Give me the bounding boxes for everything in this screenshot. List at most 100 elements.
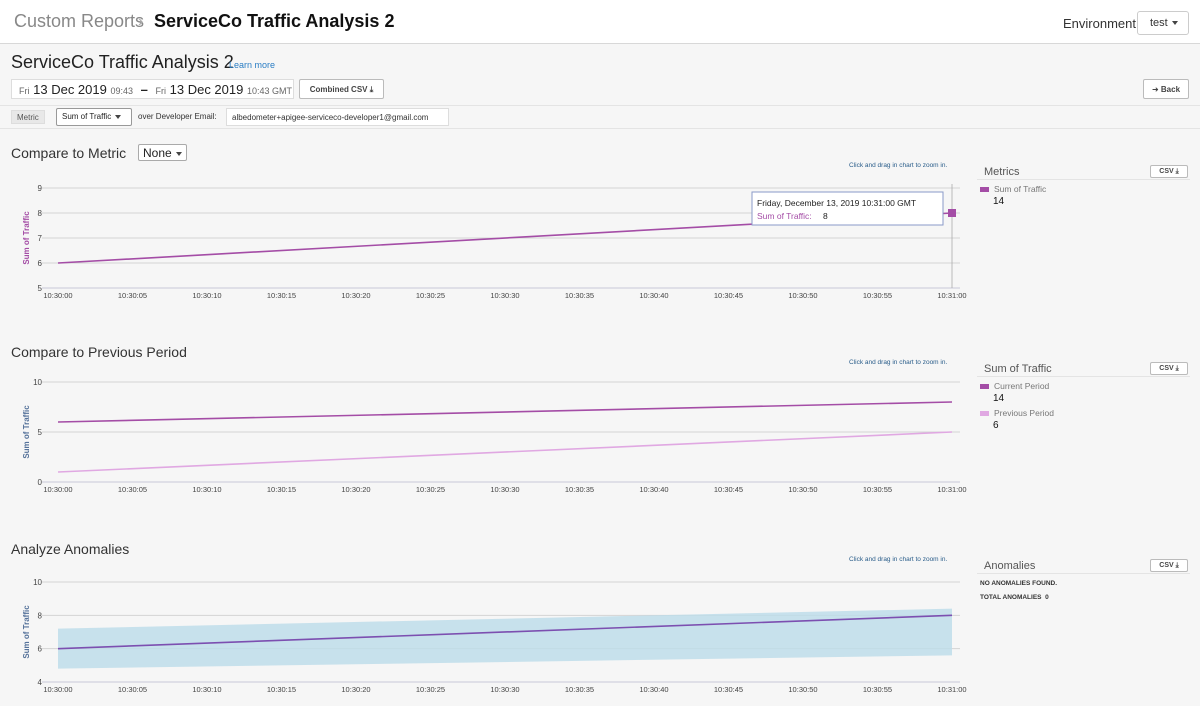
tooltip-heading: Friday, December 13, 2019 10:31:00 GMT [757,198,916,208]
chevron-down-icon [115,114,122,119]
x-tick-label: 10:31:00 [937,685,966,694]
date-from-time: 09:43 [110,86,134,96]
chevron-down-icon [175,151,182,156]
x-tick-label: 10:30:10 [192,485,221,494]
x-tick-label: 10:30:45 [714,291,743,300]
developer-email: albedometer+apigee-serviceco-developer1@… [226,108,449,126]
x-tick-label: 10:30:40 [639,291,668,300]
x-tick-label: 10:30:30 [490,291,519,300]
compare-metric-select[interactable]: None [138,144,187,161]
y-tick-label: 8 [38,611,43,620]
x-tick-label: 10:30:40 [639,685,668,694]
x-tick-label: 10:30:50 [788,685,817,694]
report-content: ServiceCo Traffic Analysis 2 Learn more … [0,44,1200,706]
y-tick-label: 9 [38,184,43,193]
x-tick-label: 10:31:00 [937,291,966,300]
date-separator: – [140,82,148,97]
expected-range-band [58,608,952,669]
chart-svg: 0 5 10 10:30:00 10:30:05 10:30:10 10:30:15 10:3… [22,378,967,494]
date-to: 13 Dec 2019 [169,82,244,97]
series-line [57,431,953,473]
legend-panel-header: Metrics CSV ⤓ [977,162,1190,180]
x-tick-label: 10:30:35 [565,291,594,300]
x-tick-label: 10:30:30 [490,485,519,494]
y-tick-label: 4 [38,678,43,687]
y-tick-label: 10 [33,378,42,387]
chart-svg: 5 6 7 8 9 10:30:00 10:30:05 10:30:10 10:30:15 10:… [22,184,967,300]
total-anomalies-value: 0 [1045,594,1049,601]
legend-label: Current Period [994,381,1050,391]
csv-download-button[interactable]: CSV ⤓ [1150,362,1188,375]
environment-value: test [1150,17,1168,29]
legend-panel-previous-period: Sum of Traffic CSV ⤓ Current Period 14 P… [977,359,1190,439]
total-anomalies-label: TOTAL ANOMALIES [980,594,1042,601]
x-tick-label: 10:30:20 [341,685,370,694]
chart-svg: 4 6 8 10 10:30:00 10:30:05 10:30:10 10:30:15 10:… [22,578,967,694]
legend-item-current-period[interactable]: Current Period [980,381,1049,391]
date-to-day: Fri [155,86,167,96]
learn-more-link[interactable]: Learn more [229,60,276,70]
x-tick-label: 10:30:35 [565,685,594,694]
zoom-hint: Click and drag in chart to zoom in. [849,359,948,366]
x-tick-label: 10:30:35 [565,485,594,494]
legend-panel-title: Metrics [984,166,1020,178]
breadcrumb-root[interactable]: Custom Reports [14,11,145,31]
section-title-previous-period: Compare to Previous Period [11,344,187,360]
chart-anomalies[interactable]: 4 6 8 10 10:30:00 10:30:05 10:30:10 10:30:15 10:… [0,568,975,728]
y-axis-title: Sum of Traffic [22,405,31,459]
zoom-hint: Click and drag in chart to zoom in. [849,556,948,563]
section-title-compare-metric: Compare to Metric [11,145,127,161]
legend-panel-title: Sum of Traffic [984,363,1052,375]
date-from: 13 Dec 2019 [33,82,107,97]
x-tick-label: 10:30:00 [43,291,72,300]
legend-label: Previous Period [994,408,1055,418]
environment-label: Environment [1063,16,1136,31]
chevron-down-icon [1171,21,1178,26]
x-tick-label: 10:30:05 [118,291,147,300]
breadcrumb-chevron-icon: › [138,13,144,30]
legend-swatch [980,384,989,390]
csv-download-button[interactable]: CSV ⤓ [1150,559,1188,572]
x-tick-label: 10:30:55 [863,291,892,300]
x-tick-label: 10:30:20 [341,291,370,300]
metric-label: Metric [11,110,45,124]
y-tick-label: 6 [38,259,43,268]
total-anomalies: TOTAL ANOMALIES 0 [980,594,1049,601]
x-tick-label: 10:30:20 [341,485,370,494]
x-tick-label: 10:30:00 [43,685,72,694]
chart-compare-metric[interactable]: 5 6 7 8 9 10:30:00 10:30:05 10:30:10 10:30:15 10:… [0,174,975,334]
combined-csv-button[interactable]: Combined CSV ⤓ [299,79,384,99]
y-tick-label: 5 [38,428,43,437]
x-tick-label: 10:30:30 [490,685,519,694]
x-tick-label: 10:30:45 [714,685,743,694]
legend-swatch [980,187,989,193]
legend-panel-header: Sum of Traffic CSV ⤓ [977,359,1190,377]
top-bar: Custom Reports › ServiceCo Traffic Analy… [0,0,1200,44]
x-tick-label: 10:30:25 [416,485,445,494]
y-tick-label: 0 [38,478,43,487]
tooltip-box [751,191,944,226]
legend-value: 14 [993,393,1005,404]
x-tick-label: 10:30:15 [267,291,296,300]
y-axis-title: Sum of Traffic [22,605,31,659]
chart-previous-period[interactable]: 0 5 10 10:30:00 10:30:05 10:30:10 10:30:15 10:3… [0,371,975,531]
filter-row: Metric Sum of Traffic over Developer Ema… [0,105,1200,129]
environment-select[interactable]: test [1137,11,1189,35]
legend-item-sum-of-traffic[interactable]: Sum of Traffic [980,184,1046,194]
back-button[interactable]: ➜ Back [1143,79,1189,99]
legend-panel-metrics: Metrics CSV ⤓ Sum of Traffic 14 [977,162,1190,222]
y-tick-label: 5 [38,284,43,293]
y-tick-label: 10 [33,578,42,587]
x-tick-label: 10:30:40 [639,485,668,494]
date-to-time: 10:43 GMT [246,86,293,96]
x-tick-label: 10:31:00 [937,485,966,494]
date-range-picker[interactable]: Fri 13 Dec 2019 09:43 – Fri 13 Dec 2019 … [11,79,294,99]
metric-select[interactable]: Sum of Traffic [56,108,132,126]
no-anomalies-text: NO ANOMALIES FOUND. [980,580,1058,587]
x-tick-label: 10:30:05 [118,485,147,494]
tooltip-value: 8 [823,211,828,221]
csv-download-button[interactable]: CSV ⤓ [1150,165,1188,178]
hovered-point [948,209,956,217]
legend-item-previous-period[interactable]: Previous Period [980,408,1054,418]
legend-swatch [980,411,989,417]
